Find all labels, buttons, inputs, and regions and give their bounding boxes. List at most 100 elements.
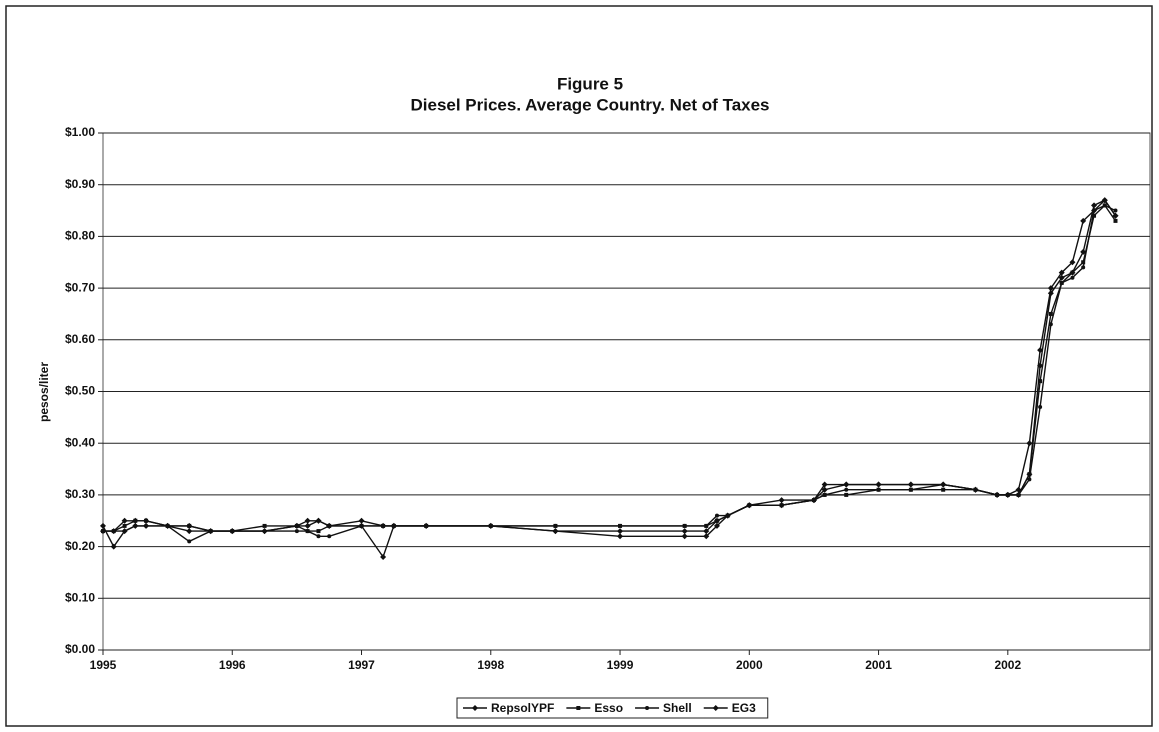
y-tick-label: $0.90 [65,177,95,191]
marker [305,529,310,534]
marker [133,523,138,528]
y-tick-label: $0.40 [65,435,95,449]
marker [187,539,192,544]
marker [100,522,106,529]
marker [1038,379,1043,384]
marker [1113,208,1118,213]
legend-label: Esso [594,701,623,715]
x-tick-label: 1997 [348,658,375,672]
marker [1058,269,1065,276]
legend-item: EG3 [703,701,756,715]
marker [778,502,785,509]
y-tick-label: $1.00 [65,125,95,139]
marker [423,522,430,529]
marker [682,523,687,528]
marker [380,553,387,560]
marker [712,705,719,711]
marker [1038,405,1043,410]
marker [703,533,710,540]
marker [1102,203,1107,208]
marker [553,523,558,528]
marker [1027,477,1032,482]
marker [110,528,117,535]
marker [100,528,106,535]
marker [229,528,236,535]
y-tick-label: $0.80 [65,229,95,243]
marker [1004,491,1011,498]
marker [1070,275,1075,280]
marker [1091,202,1098,209]
marker [472,705,478,711]
marker [821,481,828,488]
chart-subtitle: Diesel Prices. Average Country. Net of T… [410,95,769,114]
marker [1047,290,1054,297]
marker [144,523,149,528]
marker [843,481,850,488]
marker [821,486,828,493]
marker [552,528,559,535]
marker [941,487,946,492]
legend-item: Esso [566,701,623,715]
marker [327,534,332,539]
marker [186,522,193,529]
marker [618,523,623,528]
y-tick-label: $0.10 [65,590,95,604]
marker [316,534,321,539]
marker [875,481,882,488]
marker [908,487,913,492]
marker [703,528,710,535]
marker [778,497,785,504]
marker [207,528,214,535]
marker [940,481,947,488]
marker [713,522,720,529]
marker [844,487,849,492]
marker [810,497,817,504]
marker [1081,260,1086,265]
marker [714,518,719,523]
marker [704,523,709,528]
y-tick-label: $0.50 [65,384,95,398]
marker [1048,311,1053,316]
y-tick-label: $0.60 [65,332,95,346]
marker [132,517,139,524]
marker [294,529,299,534]
marker [380,522,387,529]
y-tick-label: $0.00 [65,642,95,656]
x-tick-label: 2001 [865,658,892,672]
legend-label: RepsolYPF [491,701,554,715]
marker [261,528,268,535]
marker [110,543,117,550]
marker [1101,197,1108,204]
marker [390,522,397,529]
marker [822,492,827,497]
marker [326,522,333,529]
marker [1026,440,1033,447]
marker [164,522,171,529]
marker [617,528,624,535]
y-tick-label: $0.70 [65,280,95,294]
marker [907,481,914,488]
marker [1113,218,1118,223]
marker [1069,269,1076,276]
marker [1112,212,1119,219]
marker [304,522,311,529]
marker [1092,213,1097,218]
marker [1058,274,1065,281]
chart-title: Figure 5 [557,74,623,93]
marker [681,533,688,540]
marker [316,529,321,534]
marker [844,492,849,497]
marker [994,491,1001,498]
marker [876,487,881,492]
legend-item: RepsolYPF [463,701,554,715]
marker [262,523,267,528]
x-tick-label: 1999 [607,658,634,672]
marker [315,517,322,524]
marker [645,706,650,710]
x-tick-label: 1995 [90,658,117,672]
marker [143,517,150,524]
marker [1047,285,1054,292]
marker [1059,280,1064,285]
marker [681,528,688,535]
